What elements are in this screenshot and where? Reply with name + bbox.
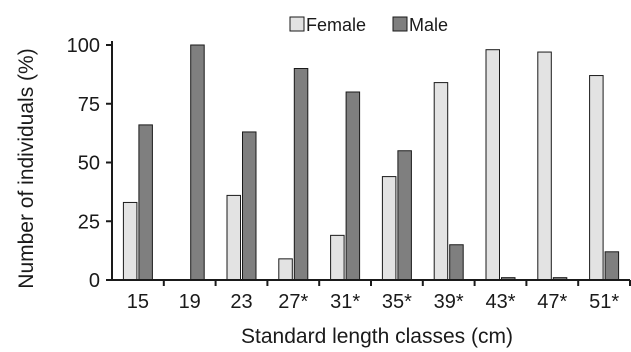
bar-male-31star [345,91,361,281]
bar-female-23 [226,194,241,281]
x-tick-label-23: 23 [230,291,252,313]
x-tick-label-19: 19 [179,291,201,313]
x-tick-label-15: 15 [127,291,149,313]
bar-male-35star [397,150,412,281]
legend-label-female: Female [306,15,366,35]
bars-group [122,44,620,281]
x-axis-title: Standard length classes (cm) [241,325,513,348]
bar-female-47star [537,51,552,281]
bar-female-51star [589,75,604,281]
legend: Female Male [289,15,448,35]
x-tick-label-47star: 47* [537,291,567,313]
x-tick-label-51star: 51* [589,291,619,313]
y-tick-label-100: 100 [67,35,100,57]
bar-female-27star [278,258,293,281]
y-tick-label-50: 50 [78,153,100,175]
bar-male-27star [293,68,309,281]
y-tick-labels: 0 25 50 75 100 [67,35,100,292]
bar-female-35star [381,176,397,281]
x-tick-label-27star: 27* [278,291,308,313]
x-tick-label-43star: 43* [485,291,515,313]
y-tick-label-25: 25 [78,211,100,233]
x-tick-labels: 15 19 23 27* 31* 35* 39* 43* 47* 51* [127,291,620,313]
x-tick-label-31star: 31* [330,291,360,313]
legend-swatch-female [289,16,305,32]
x-tick-label-39star: 39* [434,291,464,313]
bar-male-19 [190,44,205,281]
x-tick-label-35star: 35* [382,291,412,313]
y-tick-label-75: 75 [78,94,100,116]
y-axis-title: Number of individuals (%) [15,48,38,288]
bar-male-39star [449,244,464,281]
legend-label-male: Male [409,15,448,35]
bar-female-39star [433,82,449,281]
bar-female-15 [122,201,138,281]
bar-male-23 [242,131,257,281]
bar-male-15 [138,124,153,281]
legend-swatch-male [392,16,408,32]
axes-group [106,41,631,286]
bar-female-43star [485,49,500,281]
bar-female-31star [330,234,345,281]
y-tick-label-0: 0 [89,270,100,292]
bar-male-51star [604,251,620,281]
